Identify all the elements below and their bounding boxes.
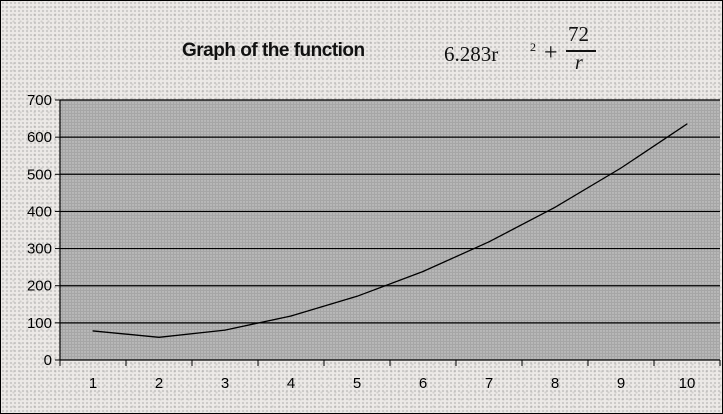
x-tick-label-4: 4 — [287, 375, 295, 392]
data-point-1 — [92, 330, 94, 332]
data-point-10 — [686, 123, 688, 125]
x-tick-label-9: 9 — [617, 375, 625, 392]
x-tick-label-2: 2 — [155, 375, 163, 392]
y-tick-label-400: 400 — [27, 203, 52, 220]
x-tick-label-8: 8 — [551, 375, 559, 392]
data-point-9 — [620, 167, 622, 169]
x-tick-label-1: 1 — [89, 375, 97, 392]
y-tick-label-300: 300 — [27, 241, 52, 258]
data-point-3 — [224, 329, 226, 331]
series-line-0 — [92, 123, 688, 338]
data-point-4 — [290, 315, 292, 317]
formula-term: 6.283r — [444, 42, 499, 66]
x-tick-label-5: 5 — [353, 375, 361, 392]
data-point-5 — [356, 295, 358, 297]
plot-area — [60, 100, 720, 360]
formula-exponent: 2 — [530, 40, 536, 54]
y-tick-label-100: 100 — [27, 315, 52, 332]
y-tick-label-200: 200 — [27, 278, 52, 295]
y-tick-label-700: 700 — [27, 92, 52, 109]
formula-numerator: 72 — [568, 22, 589, 46]
y-tick-label-0: 0 — [44, 352, 52, 369]
formula-denominator: r — [575, 52, 583, 74]
data-point-2 — [158, 336, 160, 338]
x-tick-label-10: 10 — [679, 375, 696, 392]
y-tick-label-600: 600 — [27, 129, 52, 146]
y-tick-label-500: 500 — [27, 166, 52, 183]
data-point-7 — [488, 241, 490, 243]
formula-operator: + — [544, 40, 558, 66]
chart-header: Graph of the function 6.283r 2 + 72 r — [0, 0, 723, 80]
x-tick-label-6: 6 — [419, 375, 427, 392]
formula-fraction-bar — [566, 50, 596, 52]
chart-formula: 6.283r 2 + 72 r — [444, 22, 604, 78]
x-tick-label-3: 3 — [221, 375, 229, 392]
data-point-8 — [554, 206, 556, 208]
x-tick-label-7: 7 — [485, 375, 493, 392]
chart-title: Graph of the function — [182, 40, 365, 61]
data-point-6 — [422, 270, 424, 273]
